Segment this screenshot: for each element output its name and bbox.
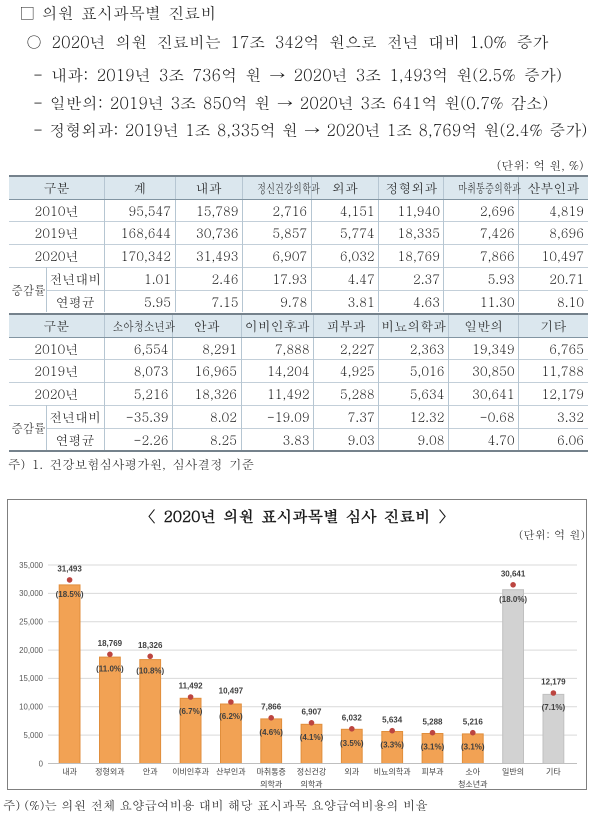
svg-text:이비인후과: 이비인후과 (172, 767, 209, 777)
svg-text:6,907: 6,907 (301, 708, 322, 717)
svg-text:내과: 내과 (62, 768, 77, 777)
svg-text:(4.6%): (4.6%) (259, 728, 283, 737)
svg-text:6,032: 6,032 (342, 714, 363, 723)
svg-text:(7.1%): (7.1%) (542, 703, 566, 712)
svg-text:외과: 외과 (344, 767, 359, 777)
svg-text:비뇨의학과: 비뇨의학과 (374, 767, 411, 777)
svg-text:18,769: 18,769 (98, 639, 123, 648)
svg-text:안과: 안과 (143, 767, 158, 777)
svg-text:35,000: 35,000 (19, 561, 44, 570)
svg-text:(18.5%): (18.5%) (56, 590, 84, 599)
svg-text:12,179: 12,179 (541, 678, 566, 687)
svg-text:일반의: 일반의 (502, 767, 524, 777)
svg-text:소아: 소아 (465, 767, 480, 777)
svg-text:18,326: 18,326 (138, 641, 163, 650)
svg-text:(6.7%): (6.7%) (179, 707, 203, 716)
svg-text:(4.1%): (4.1%) (300, 733, 324, 742)
svg-text:(3.1%): (3.1%) (421, 743, 445, 752)
svg-text:산부인과: 산부인과 (216, 767, 246, 777)
svg-text:(11.0%): (11.0%) (96, 664, 124, 673)
svg-text:30,000: 30,000 (19, 589, 44, 598)
svg-text:30,641: 30,641 (501, 570, 526, 579)
svg-text:의학과: 의학과 (300, 779, 323, 789)
svg-text:기타: 기타 (546, 768, 561, 777)
svg-text:(18.0%): (18.0%) (499, 595, 527, 604)
svg-text:5,288: 5,288 (422, 717, 443, 726)
svg-text:(3.5%): (3.5%) (340, 739, 364, 748)
svg-text:7,866: 7,866 (261, 703, 282, 712)
svg-text:정신건강: 정신건강 (297, 767, 327, 777)
svg-text:20,000: 20,000 (19, 646, 44, 655)
svg-text:10,497: 10,497 (219, 687, 244, 696)
svg-text:(3.3%): (3.3%) (380, 741, 404, 750)
svg-text:31,493: 31,493 (57, 565, 82, 574)
svg-text:5,216: 5,216 (463, 717, 484, 726)
svg-text:(10.8%): (10.8%) (136, 666, 164, 675)
svg-text:25,000: 25,000 (19, 618, 44, 627)
svg-text:피부과: 피부과 (421, 768, 444, 777)
svg-text:정형외과: 정형외과 (95, 767, 125, 777)
svg-text:0: 0 (39, 759, 44, 768)
svg-text:5,634: 5,634 (382, 715, 403, 724)
svg-text:(3.1%): (3.1%) (461, 743, 485, 752)
svg-text:청소년과: 청소년과 (458, 779, 488, 789)
svg-text:11,492: 11,492 (179, 682, 204, 691)
svg-text:마취통증: 마취통증 (256, 768, 285, 777)
svg-text:10,000: 10,000 (19, 703, 44, 712)
svg-text:(6.2%): (6.2%) (219, 712, 243, 721)
svg-text:5,000: 5,000 (23, 731, 43, 740)
svg-text:15,000: 15,000 (19, 674, 44, 683)
svg-text:의학과: 의학과 (260, 779, 283, 789)
